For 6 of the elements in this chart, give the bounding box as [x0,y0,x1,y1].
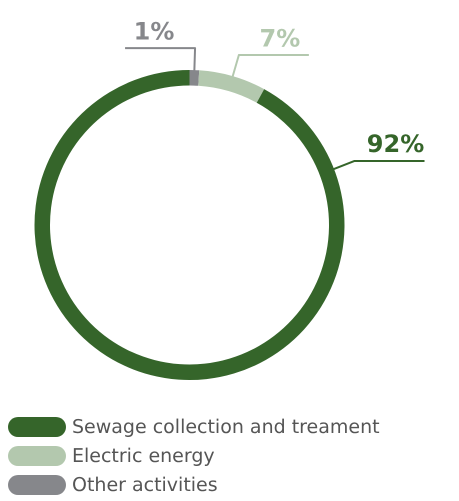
legend-label: Other activities [72,474,218,496]
legend-label: Sewage collection and treament [72,416,380,438]
legend-label: Electric energy [72,444,215,466]
data-label: 92% [366,130,424,158]
data-label: 7% [260,24,300,52]
data-label: 1% [134,17,174,46]
